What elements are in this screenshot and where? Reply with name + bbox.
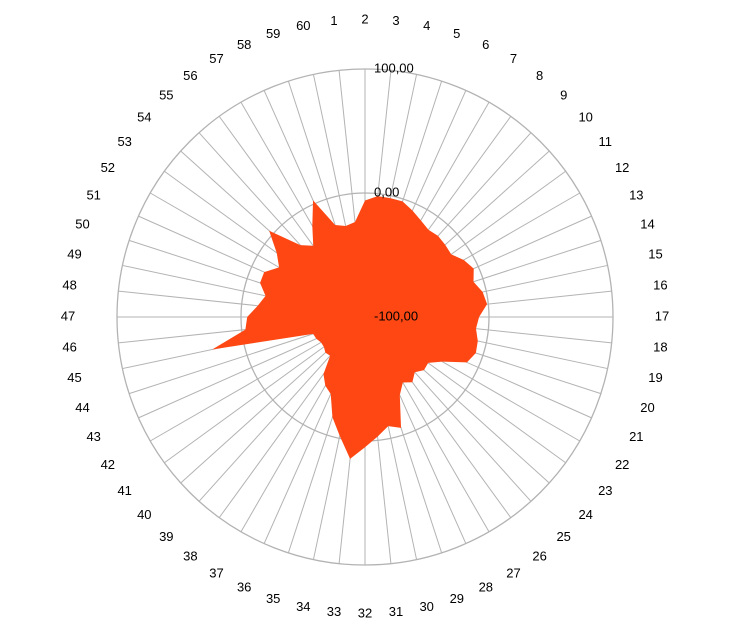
category-label: 40 [137,507,151,522]
category-label: 24 [578,507,592,522]
category-label: 42 [101,457,115,472]
series-layer [212,196,488,459]
category-label: 54 [137,110,151,125]
category-label: 28 [479,580,493,595]
category-label: 45 [67,370,81,385]
category-label: 43 [86,429,100,444]
category-label: 16 [653,277,667,292]
category-label: 25 [556,529,570,544]
category-label: 48 [62,277,76,292]
category-label: 17 [655,308,669,323]
category-label: 10 [578,110,592,125]
category-label: 59 [266,26,280,41]
category-label: 21 [629,429,643,444]
category-label: 53 [117,134,131,149]
category-labels: 1 2 3 4567891011121314151617181920212223242… [61,11,669,620]
tick-labels: 100,00 0,00 -100,00 [374,60,418,323]
category-label: 39 [159,529,173,544]
category-label: 33 [327,604,341,619]
category-label: 27 [506,566,520,581]
category-label: 8 [536,68,543,83]
category-label: 57 [209,51,223,66]
category-label: 4 [423,18,430,33]
tick-label: 0,00 [374,184,399,199]
category-label: 19 [648,370,662,385]
category-label: 9 [560,88,567,103]
category-label: 35 [266,591,280,606]
category-label: 51 [86,188,100,203]
category-label: 44 [75,400,89,415]
category-label: 60 [296,18,310,33]
category-label: 23 [598,483,612,498]
category-label: 47 [61,308,75,323]
category-label: 31 [389,604,403,619]
category-label: 2 [361,11,368,26]
tick-label: 100,00 [374,60,414,75]
category-label: 34 [296,599,310,614]
category-label: 56 [183,68,197,83]
category-label: 1 [330,13,337,28]
category-label: 18 [653,339,667,354]
category-label: 26 [532,549,546,564]
category-label: 14 [640,217,654,232]
category-label: 15 [648,247,662,262]
category-label: 36 [237,580,251,595]
category-label: 5 [453,26,460,41]
category-label: 6 [482,37,489,52]
category-label: 3 [392,13,399,28]
tick-label: -100,00 [374,308,418,323]
category-label: 41 [117,483,131,498]
category-label: 7 [510,51,517,66]
category-label: 32 [358,605,372,620]
category-label: 30 [419,599,433,614]
category-label: 38 [183,549,197,564]
series-1-area [212,196,488,459]
category-label: 20 [640,400,654,415]
category-label: 13 [629,188,643,203]
category-label: 22 [615,457,629,472]
category-label: 50 [75,217,89,232]
category-label: 46 [62,339,76,354]
category-label: 12 [615,160,629,175]
category-label: 11 [599,134,613,149]
category-label: 49 [67,247,81,262]
category-label: 55 [159,88,173,103]
category-label: 52 [101,160,115,175]
category-label: 29 [450,591,464,606]
category-label: 58 [237,37,251,52]
category-label: 37 [209,566,223,581]
